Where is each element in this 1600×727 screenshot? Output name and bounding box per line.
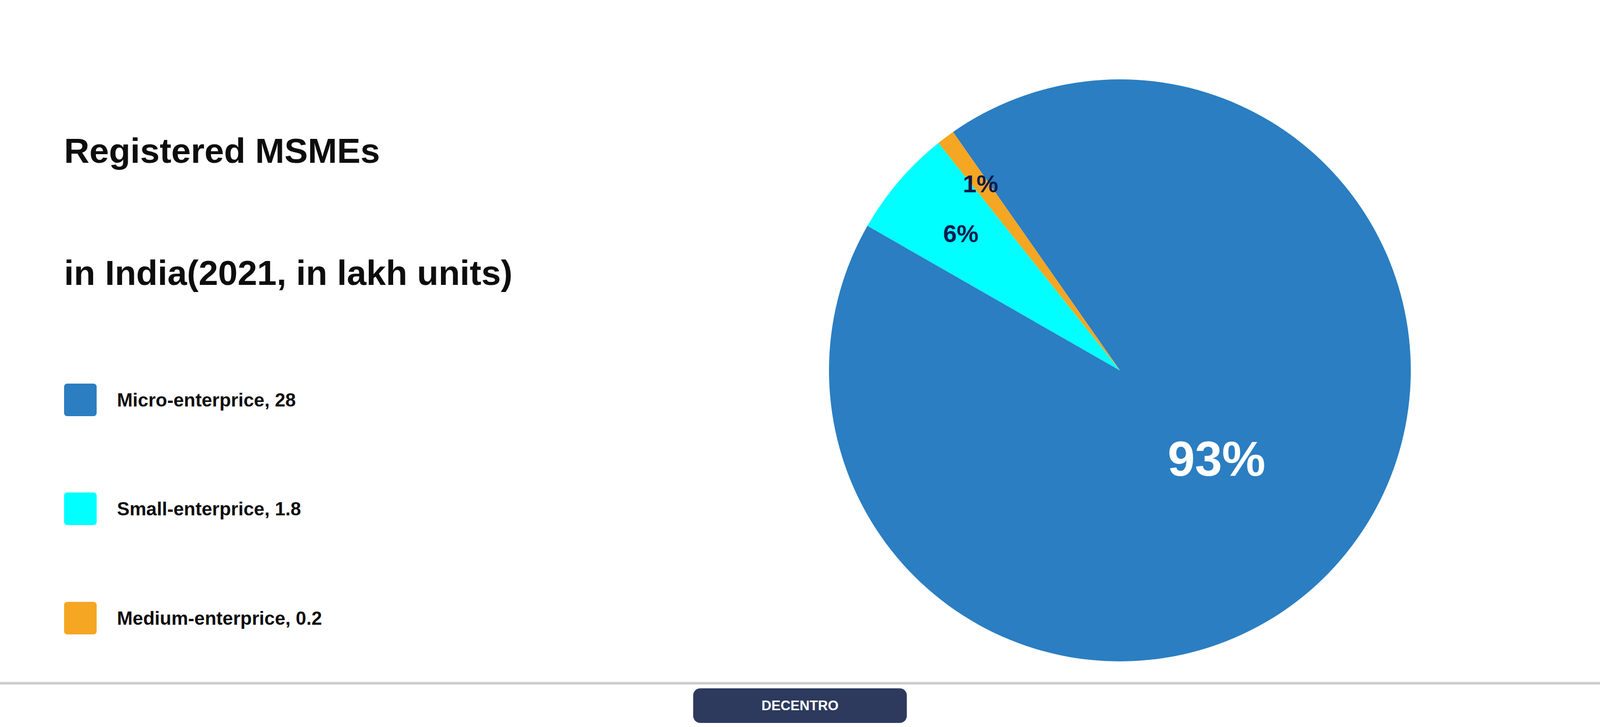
data-labels: 93% 6% 1% (943, 170, 1266, 486)
legend-label: Medium-enterprice, 0.2 (116, 607, 322, 629)
legend-swatch (64, 383, 97, 417)
pie (828, 79, 1411, 662)
pie-slice (867, 142, 1120, 371)
chart: Registered MSMEs in India(2021, in lakh u… (0, 0, 1600, 727)
legend-swatch (64, 492, 97, 525)
footer-box (693, 688, 907, 723)
legend-label: Small-enterprice, 1.8 (116, 498, 302, 520)
footer-text: DECENTRO (761, 697, 839, 714)
background (0, 0, 1600, 727)
data-label: 6% (943, 220, 979, 248)
legend-swatch (64, 601, 97, 635)
legend: Micro-enterprice, 28 Small-enterprice, 1.… (64, 383, 322, 635)
title: Registered MSMEs (64, 131, 380, 171)
data-label: 93% (1167, 431, 1266, 486)
pie-slice (938, 131, 1120, 371)
separator (0, 682, 1600, 685)
legend-label: Micro-enterprice, 28 (116, 389, 296, 411)
data-label: 1% (962, 170, 998, 198)
subtitle: in India(2021, in lakh units) (64, 253, 513, 293)
pie-slice (828, 79, 1411, 662)
